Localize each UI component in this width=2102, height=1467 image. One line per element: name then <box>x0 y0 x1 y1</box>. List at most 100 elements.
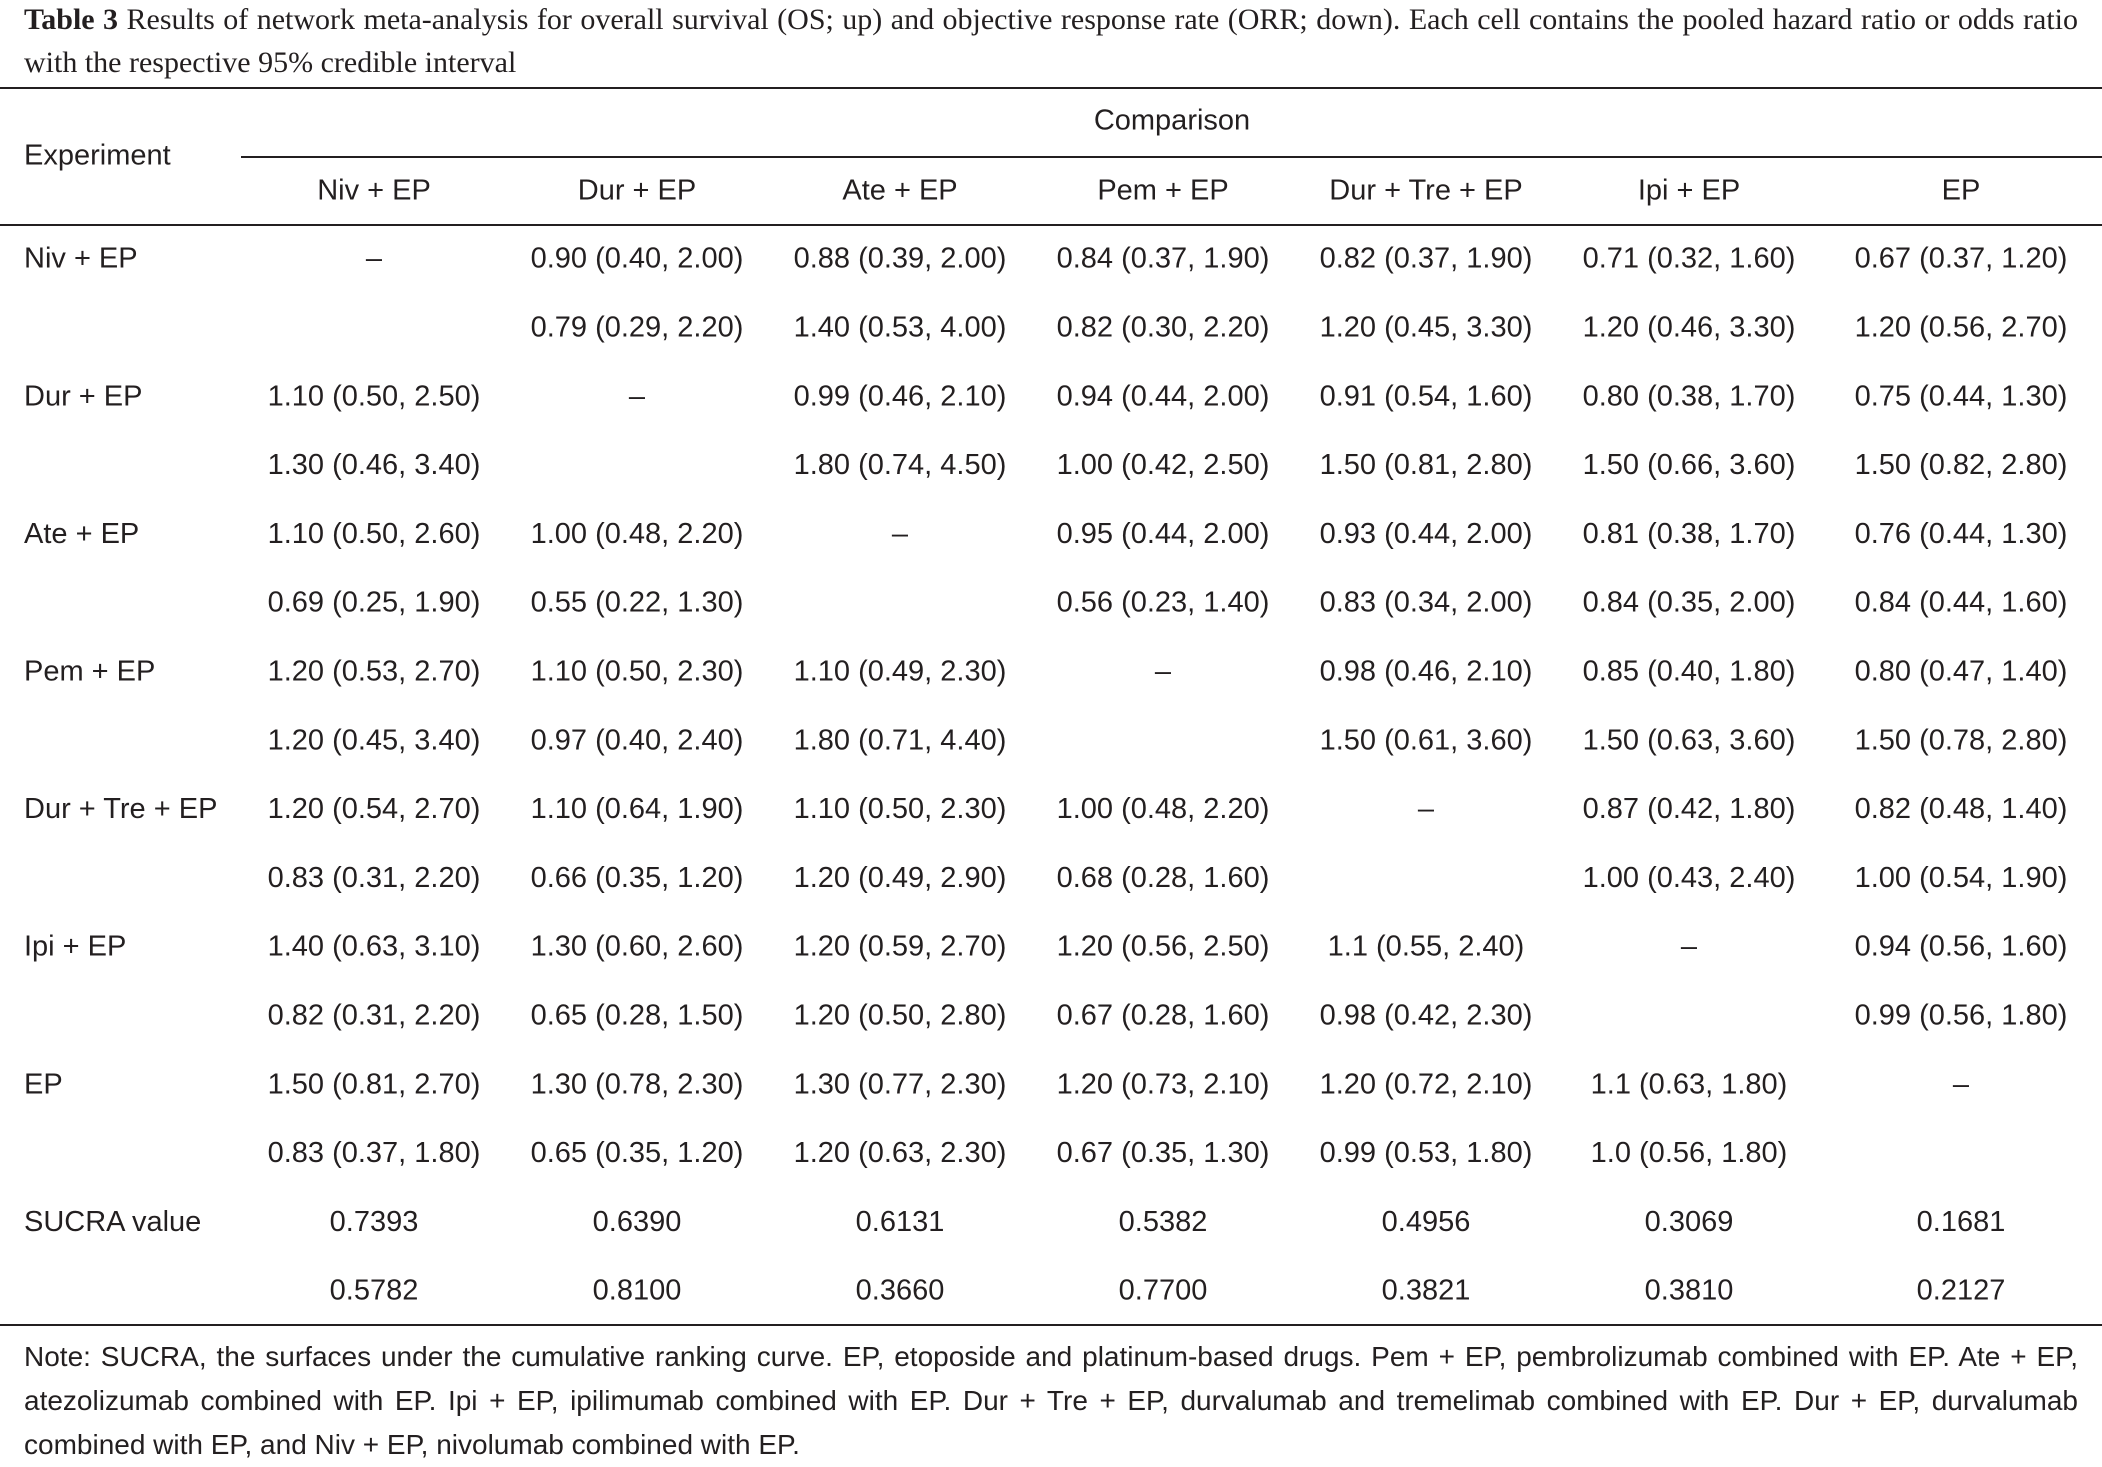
column-header: Dur + EP <box>578 175 696 207</box>
os-cell: 0.7393 <box>330 1206 419 1238</box>
row-label: Niv + EP <box>24 243 138 275</box>
orr-cell: 1.00 (0.42, 2.50) <box>1057 449 1270 481</box>
os-cell: 0.1681 <box>1917 1206 2006 1238</box>
orr-cell: 0.83 (0.34, 2.00) <box>1320 587 1533 619</box>
os-cell: 0.88 (0.39, 2.00) <box>794 243 1007 275</box>
os-cell: 1.00 (0.48, 2.20) <box>1057 793 1270 825</box>
orr-cell: 1.20 (0.49, 2.90) <box>794 862 1007 894</box>
os-cell: 0.85 (0.40, 1.80) <box>1583 655 1796 687</box>
orr-cell: 1.80 (0.71, 4.40) <box>794 724 1007 756</box>
os-cell: 0.87 (0.42, 1.80) <box>1583 793 1796 825</box>
os-cell: 0.4956 <box>1382 1206 1471 1238</box>
os-cell: 0.67 (0.37, 1.20) <box>1855 243 2068 275</box>
orr-cell: 0.65 (0.35, 1.20) <box>531 1137 744 1169</box>
os-cell: 0.82 (0.37, 1.90) <box>1320 243 1533 275</box>
os-cell: 0.90 (0.40, 2.00) <box>531 243 744 275</box>
orr-cell: 1.50 (0.78, 2.80) <box>1855 724 2068 756</box>
os-cell: 0.75 (0.44, 1.30) <box>1855 380 2068 412</box>
os-cell: 0.94 (0.56, 1.60) <box>1855 931 2068 963</box>
orr-cell: 0.83 (0.31, 2.20) <box>268 862 481 894</box>
os-cell: 0.6131 <box>856 1206 945 1238</box>
os-cell: 0.91 (0.54, 1.60) <box>1320 380 1533 412</box>
orr-cell: 1.50 (0.66, 3.60) <box>1583 449 1796 481</box>
os-cell: – <box>1418 793 1435 825</box>
os-cell: 0.5382 <box>1119 1206 1208 1238</box>
row-label: Pem + EP <box>24 655 155 687</box>
os-cell: 1.10 (0.49, 2.30) <box>794 655 1007 687</box>
os-cell: – <box>366 243 383 275</box>
row-label: SUCRA value <box>24 1206 201 1238</box>
orr-cell: 0.79 (0.29, 2.20) <box>531 311 744 343</box>
os-cell: 0.6390 <box>593 1206 682 1238</box>
orr-cell: 0.2127 <box>1917 1275 2006 1307</box>
os-cell: 1.30 (0.60, 2.60) <box>531 931 744 963</box>
os-cell: 1.10 (0.64, 1.90) <box>531 793 744 825</box>
os-cell: 0.99 (0.46, 2.10) <box>794 380 1007 412</box>
os-cell: 0.71 (0.32, 1.60) <box>1583 243 1796 275</box>
orr-cell: 0.82 (0.30, 2.20) <box>1057 311 1270 343</box>
orr-cell: 0.83 (0.37, 1.80) <box>268 1137 481 1169</box>
os-cell: 1.50 (0.81, 2.70) <box>268 1068 481 1100</box>
orr-cell: 0.98 (0.42, 2.30) <box>1320 999 1533 1031</box>
orr-cell: 1.50 (0.82, 2.80) <box>1855 449 2068 481</box>
orr-cell: 0.7700 <box>1119 1275 1208 1307</box>
os-cell: 0.3069 <box>1645 1206 1734 1238</box>
os-cell: 1.20 (0.53, 2.70) <box>268 655 481 687</box>
caption-text: Results of network meta-analysis for ove… <box>24 3 2078 79</box>
column-header: Pem + EP <box>1097 175 1228 207</box>
row-label: Ate + EP <box>24 518 139 550</box>
os-cell: 0.95 (0.44, 2.00) <box>1057 518 1270 550</box>
os-cell: – <box>629 380 646 412</box>
row-label: Ipi + EP <box>24 931 126 963</box>
column-header: Ipi + EP <box>1638 175 1740 207</box>
os-cell: 1.1 (0.55, 2.40) <box>1328 931 1525 963</box>
orr-cell: 0.55 (0.22, 1.30) <box>531 587 744 619</box>
orr-cell: 0.8100 <box>593 1275 682 1307</box>
orr-cell: 1.00 (0.43, 2.40) <box>1583 862 1796 894</box>
row-header: Experiment <box>24 140 171 172</box>
os-cell: 0.84 (0.37, 1.90) <box>1057 243 1270 275</box>
os-cell: 1.10 (0.50, 2.30) <box>794 793 1007 825</box>
orr-cell: 0.5782 <box>330 1275 419 1307</box>
os-cell: 1.30 (0.77, 2.30) <box>794 1068 1007 1100</box>
orr-cell: 1.20 (0.46, 3.30) <box>1583 311 1796 343</box>
row-label: Dur + EP <box>24 380 142 412</box>
row-label: Dur + Tre + EP <box>24 793 217 825</box>
orr-cell: 1.30 (0.46, 3.40) <box>268 449 481 481</box>
orr-cell: 0.82 (0.31, 2.20) <box>268 999 481 1031</box>
orr-cell: 0.3660 <box>856 1275 945 1307</box>
os-cell: 0.80 (0.47, 1.40) <box>1855 655 2068 687</box>
os-cell: 0.98 (0.46, 2.10) <box>1320 655 1533 687</box>
os-cell: 1.10 (0.50, 2.30) <box>531 655 744 687</box>
orr-cell: 0.65 (0.28, 1.50) <box>531 999 744 1031</box>
table-caption: Table 3 Results of network meta-analysis… <box>24 0 2078 84</box>
column-header: EP <box>1942 175 1981 207</box>
orr-cell: 0.68 (0.28, 1.60) <box>1057 862 1270 894</box>
orr-cell: 1.20 (0.50, 2.80) <box>794 999 1007 1031</box>
orr-cell: 0.56 (0.23, 1.40) <box>1057 587 1270 619</box>
orr-cell: 0.66 (0.35, 1.20) <box>531 862 744 894</box>
os-cell: 1.10 (0.50, 2.60) <box>268 518 481 550</box>
orr-cell: 1.20 (0.45, 3.30) <box>1320 311 1533 343</box>
group-header: Comparison <box>1094 105 1250 137</box>
orr-cell: 0.84 (0.44, 1.60) <box>1855 587 2068 619</box>
orr-cell: 1.0 (0.56, 1.80) <box>1591 1137 1788 1169</box>
os-cell: 0.93 (0.44, 2.00) <box>1320 518 1533 550</box>
os-cell: – <box>1155 655 1172 687</box>
orr-cell: 1.20 (0.63, 2.30) <box>794 1137 1007 1169</box>
os-cell: 1.20 (0.73, 2.10) <box>1057 1068 1270 1100</box>
os-cell: 0.76 (0.44, 1.30) <box>1855 518 2068 550</box>
os-cell: 1.00 (0.48, 2.20) <box>531 518 744 550</box>
os-cell: – <box>1681 931 1698 963</box>
table-note: Note: SUCRA, the surfaces under the cumu… <box>24 1341 2078 1460</box>
orr-cell: 0.99 (0.53, 1.80) <box>1320 1137 1533 1169</box>
orr-cell: 1.20 (0.56, 2.70) <box>1855 311 2068 343</box>
orr-cell: 0.3821 <box>1382 1275 1471 1307</box>
os-cell: 1.10 (0.50, 2.50) <box>268 380 481 412</box>
orr-cell: 1.50 (0.61, 3.60) <box>1320 724 1533 756</box>
os-cell: 1.1 (0.63, 1.80) <box>1591 1068 1788 1100</box>
orr-cell: 0.3810 <box>1645 1275 1734 1307</box>
os-cell: 1.20 (0.54, 2.70) <box>268 793 481 825</box>
